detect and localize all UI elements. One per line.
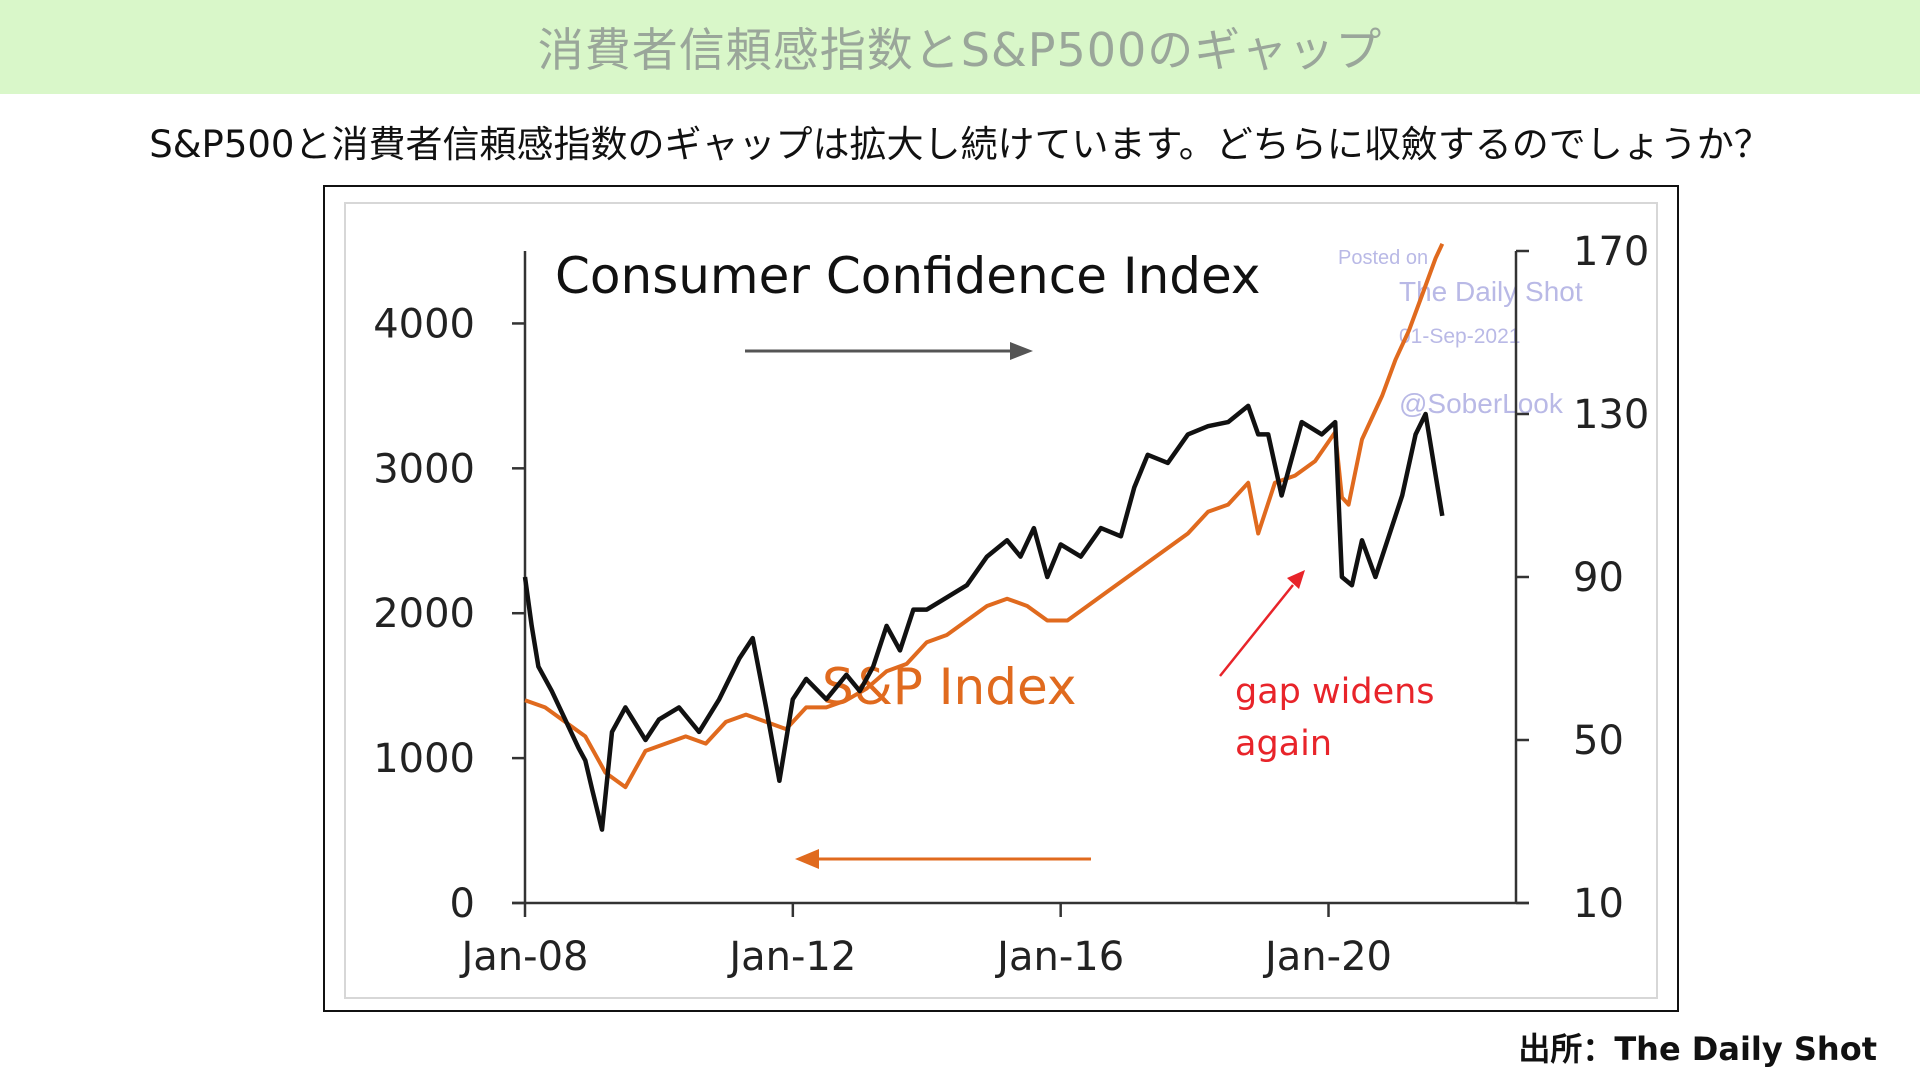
left-tick-label: 4000 xyxy=(373,301,475,347)
right-tick-label: 10 xyxy=(1573,881,1624,927)
watermark-line-1: Posted on xyxy=(1338,247,1428,269)
watermark: Posted on The Daily Shot 01-Sep-2021 @So… xyxy=(1338,247,1583,419)
x-tick-label: Jan-08 xyxy=(459,934,589,980)
watermark-line-3: 01-Sep-2021 xyxy=(1399,325,1520,348)
chart-inner-border xyxy=(344,202,1658,999)
x-tick-label: Jan-16 xyxy=(994,934,1124,980)
cci-arrow-head xyxy=(1010,342,1033,360)
x-tick-label: Jan-20 xyxy=(1262,934,1392,980)
left-tick-label: 2000 xyxy=(373,591,475,637)
annotation-line-1: gap widens xyxy=(1235,672,1435,712)
cci-series-title: Consumer Confidence Index xyxy=(555,247,1261,305)
chart-frame: Posted on The Daily Shot 01-Sep-2021 @So… xyxy=(323,185,1679,1012)
left-tick-label: 1000 xyxy=(373,736,475,782)
right-tick-label: 130 xyxy=(1573,392,1649,438)
sp-arrow-head xyxy=(795,849,819,869)
left-tick-label: 0 xyxy=(450,881,475,927)
page-subtitle: S&P500と消費者信頼感指数のギャップは拡大し続けています。どちらに収斂するの… xyxy=(149,123,1771,166)
chart-svg: Posted on The Daily Shot 01-Sep-2021 @So… xyxy=(344,202,1658,999)
right-tick-label: 50 xyxy=(1573,718,1624,764)
source-credit: 出所：The Daily Shot xyxy=(1518,1030,1877,1068)
annotation-line-2: again xyxy=(1235,724,1332,764)
watermark-line-2: The Daily Shot xyxy=(1399,276,1583,307)
right-tick-label: 90 xyxy=(1573,555,1624,601)
header-band: 消費者信頼感指数とS&P500のギャップ xyxy=(0,0,1920,94)
x-tick-label: Jan-12 xyxy=(726,934,856,980)
page-title: 消費者信頼感指数とS&P500のギャップ xyxy=(537,23,1383,77)
left-tick-label: 3000 xyxy=(373,446,475,492)
cci-series-line xyxy=(522,403,1445,832)
annotation-arrow-head xyxy=(1287,570,1305,589)
annotation-arrow-shaft xyxy=(1219,584,1294,677)
right-tick-label: 170 xyxy=(1573,229,1649,275)
